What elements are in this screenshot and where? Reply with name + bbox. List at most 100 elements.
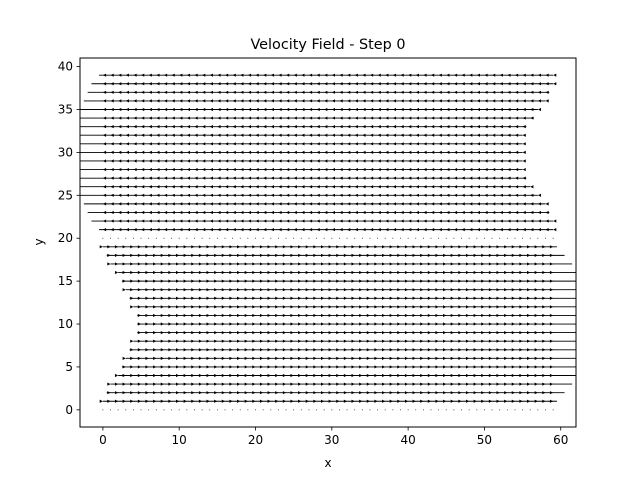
velocity-arrowhead bbox=[160, 288, 164, 292]
velocity-arrowhead bbox=[542, 288, 546, 292]
zero-velocity-dot bbox=[102, 237, 104, 239]
zero-velocity-dot bbox=[125, 409, 127, 411]
velocity-arrowhead bbox=[465, 245, 470, 249]
velocity-arrowhead bbox=[392, 125, 397, 129]
velocity-arrowhead bbox=[313, 305, 317, 309]
y-tick-label: 25 bbox=[58, 188, 73, 202]
velocity-arrowhead bbox=[473, 305, 477, 309]
velocity-arrowhead bbox=[137, 296, 142, 300]
velocity-arrowhead bbox=[458, 262, 462, 266]
velocity-arrowhead bbox=[392, 185, 397, 189]
velocity-arrowhead bbox=[298, 373, 302, 378]
velocity-arrowhead bbox=[530, 82, 534, 86]
velocity-arrowhead bbox=[316, 125, 320, 129]
velocity-arrowhead bbox=[224, 116, 229, 120]
velocity-arrowhead bbox=[102, 219, 107, 223]
velocity-arrowhead bbox=[237, 288, 241, 292]
velocity-arrowhead bbox=[168, 348, 172, 352]
velocity-arrowhead bbox=[163, 210, 168, 215]
velocity-arrowhead bbox=[438, 82, 442, 86]
velocity-arrowhead bbox=[537, 202, 542, 206]
zero-velocity-dot bbox=[506, 409, 508, 411]
velocity-arrowhead bbox=[168, 331, 172, 335]
velocity-arrowhead bbox=[473, 296, 477, 300]
velocity-arrowhead bbox=[534, 331, 538, 335]
velocity-arrowhead bbox=[221, 322, 225, 326]
velocity-arrowhead bbox=[351, 339, 355, 343]
velocity-arrowhead bbox=[527, 270, 531, 275]
velocity-arrowhead bbox=[492, 99, 496, 103]
velocity-arrowhead bbox=[202, 219, 206, 223]
velocity-arrowhead bbox=[542, 270, 546, 275]
velocity-arrowhead bbox=[247, 176, 252, 180]
velocity-arrowhead bbox=[453, 107, 458, 112]
velocity-arrowhead bbox=[160, 382, 164, 386]
velocity-arrowhead bbox=[237, 279, 241, 283]
velocity-arrowhead bbox=[290, 253, 294, 257]
velocity-arrowhead bbox=[336, 339, 340, 343]
velocity-arrowhead bbox=[206, 245, 210, 249]
velocity-arrowhead bbox=[347, 125, 351, 129]
velocity-arrowhead bbox=[171, 90, 175, 94]
velocity-arrowhead bbox=[420, 245, 424, 249]
velocity-arrowhead bbox=[496, 322, 500, 326]
velocity-arrowhead bbox=[492, 150, 496, 154]
velocity-arrowhead bbox=[412, 356, 416, 360]
velocity-arrowhead bbox=[385, 193, 389, 197]
velocity-arrowhead bbox=[385, 219, 389, 223]
velocity-arrowhead bbox=[420, 253, 424, 257]
velocity-arrowhead bbox=[186, 107, 191, 112]
velocity-arrowhead bbox=[221, 348, 225, 352]
velocity-arrowhead bbox=[163, 159, 168, 163]
velocity-arrowhead bbox=[114, 391, 119, 395]
velocity-arrowhead bbox=[107, 253, 111, 257]
velocity-arrowhead bbox=[298, 382, 302, 386]
velocity-arrowhead bbox=[133, 116, 137, 120]
velocity-arrowhead bbox=[313, 356, 317, 360]
velocity-arrowhead bbox=[320, 305, 325, 309]
velocity-arrowhead bbox=[336, 373, 340, 378]
velocity-arrowhead bbox=[519, 391, 523, 395]
velocity-arrowhead bbox=[290, 373, 294, 378]
velocity-arrowhead bbox=[244, 313, 248, 318]
velocity-arrowhead bbox=[202, 210, 206, 215]
velocity-arrowhead bbox=[247, 193, 252, 197]
velocity-arrowhead bbox=[359, 348, 363, 352]
velocity-arrowhead bbox=[377, 202, 381, 206]
velocity-arrowhead bbox=[400, 150, 404, 154]
velocity-arrowhead bbox=[186, 167, 191, 172]
velocity-arrowhead bbox=[247, 219, 252, 223]
velocity-arrowhead bbox=[308, 73, 313, 77]
velocity-arrowhead bbox=[450, 296, 454, 300]
velocity-arrowhead bbox=[534, 373, 538, 378]
velocity-arrowhead bbox=[198, 262, 203, 266]
velocity-arrowhead bbox=[496, 382, 500, 386]
velocity-arrowhead bbox=[221, 356, 225, 360]
zero-velocity-dot bbox=[163, 237, 165, 239]
velocity-arrowhead bbox=[412, 253, 416, 257]
velocity-arrowhead bbox=[507, 167, 511, 172]
velocity-arrowhead bbox=[397, 348, 401, 352]
velocity-arrowhead bbox=[397, 365, 401, 369]
zero-velocity-dot bbox=[262, 237, 264, 239]
velocity-arrowhead bbox=[488, 245, 493, 249]
velocity-arrowhead bbox=[191, 313, 195, 318]
velocity-arrowhead bbox=[110, 99, 114, 103]
velocity-arrowhead bbox=[209, 73, 213, 77]
velocity-arrowhead bbox=[481, 262, 485, 266]
velocity-arrowhead bbox=[153, 288, 157, 292]
zero-velocity-dot bbox=[270, 237, 272, 239]
velocity-arrowhead bbox=[130, 382, 134, 386]
velocity-arrowhead bbox=[137, 339, 142, 343]
velocity-arrowhead bbox=[354, 150, 358, 154]
velocity-arrowhead bbox=[252, 391, 256, 395]
velocity-arrowhead bbox=[382, 296, 386, 300]
velocity-arrowhead bbox=[290, 348, 294, 352]
velocity-arrowhead bbox=[102, 193, 107, 197]
velocity-arrowhead bbox=[176, 253, 180, 257]
zero-velocity-dot bbox=[316, 409, 318, 411]
velocity-arrowhead bbox=[316, 219, 320, 223]
velocity-arrowhead bbox=[148, 219, 152, 223]
velocity-arrowhead bbox=[362, 73, 366, 77]
velocity-arrowhead bbox=[404, 279, 409, 283]
